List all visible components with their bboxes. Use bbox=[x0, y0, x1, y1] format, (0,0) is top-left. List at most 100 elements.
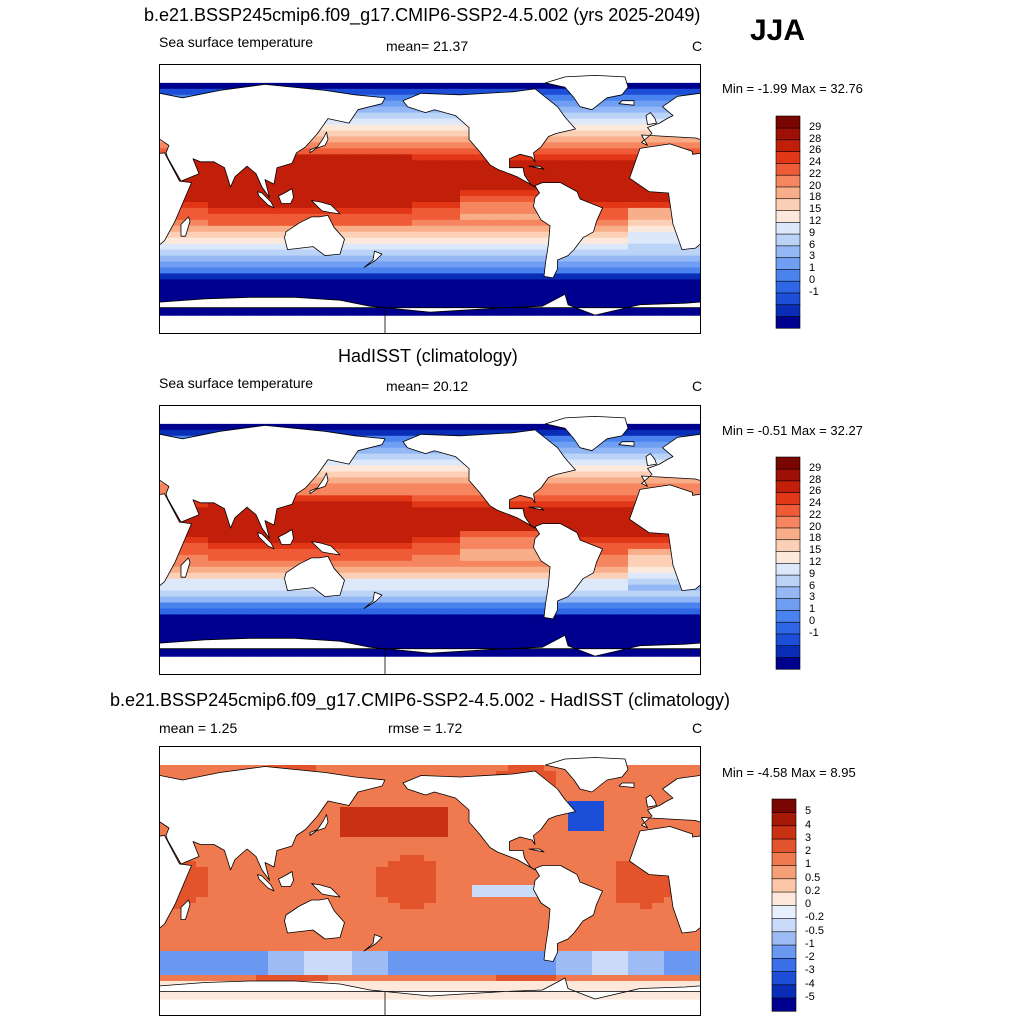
field-cell bbox=[316, 831, 329, 838]
colorbar-tick-label: 22 bbox=[809, 508, 822, 521]
field-cell bbox=[268, 933, 281, 940]
field-cell bbox=[256, 554, 269, 562]
field-cell bbox=[376, 513, 389, 520]
field-cell bbox=[196, 279, 209, 286]
field-cell bbox=[328, 519, 341, 526]
field-cell bbox=[376, 801, 389, 808]
landmass-outline bbox=[160, 425, 386, 539]
field-cell bbox=[688, 590, 700, 598]
field-cell bbox=[628, 124, 641, 132]
field-cell bbox=[412, 82, 425, 90]
field-cell bbox=[376, 644, 389, 651]
field-cell bbox=[220, 921, 233, 928]
field-cell bbox=[256, 219, 269, 227]
field-cell bbox=[580, 255, 593, 263]
field-cell bbox=[628, 112, 641, 120]
field-cell bbox=[256, 650, 269, 657]
field-cell bbox=[484, 201, 497, 209]
field-cell bbox=[244, 243, 257, 251]
field-cell bbox=[268, 921, 281, 928]
field-cell bbox=[316, 172, 329, 179]
field-cell bbox=[652, 596, 665, 604]
colorbar-swatch bbox=[775, 503, 801, 517]
field-cell bbox=[508, 879, 521, 886]
field-cell bbox=[508, 638, 521, 645]
field-cell bbox=[184, 542, 197, 550]
field-cell bbox=[664, 435, 677, 443]
field-cell bbox=[448, 843, 461, 850]
field-cell bbox=[424, 614, 437, 621]
field-cell bbox=[172, 88, 185, 96]
field-cell bbox=[604, 225, 617, 233]
field-cell bbox=[340, 537, 353, 544]
field-cell bbox=[352, 231, 365, 239]
field-cell bbox=[340, 825, 353, 832]
field-cell bbox=[580, 614, 593, 621]
field-cell bbox=[460, 142, 473, 149]
field-cell bbox=[412, 118, 425, 126]
field-cell bbox=[436, 891, 449, 898]
field-cell bbox=[544, 513, 557, 520]
colorbar-tick-label: 26 bbox=[809, 485, 822, 498]
field-cell bbox=[172, 560, 185, 568]
field-cell bbox=[640, 801, 653, 808]
field-cell bbox=[604, 783, 617, 790]
field-cell bbox=[376, 927, 389, 934]
field-cell bbox=[568, 118, 581, 126]
field-cell bbox=[280, 891, 293, 898]
field-cell bbox=[184, 933, 197, 940]
field-cell bbox=[316, 130, 329, 138]
field-cell bbox=[604, 819, 617, 826]
colorbar-tick-label: 0 bbox=[809, 614, 816, 627]
field-cell bbox=[328, 309, 341, 316]
field-cell bbox=[364, 291, 377, 298]
field-cell bbox=[616, 548, 629, 556]
field-cell bbox=[160, 285, 173, 292]
colorbar-swatch bbox=[775, 609, 801, 623]
field-cell bbox=[628, 909, 641, 916]
field-cell bbox=[244, 531, 257, 538]
field-cell bbox=[304, 765, 317, 772]
field-cell bbox=[604, 584, 617, 592]
field-cell bbox=[208, 855, 221, 862]
field-cell bbox=[484, 765, 497, 772]
field-cell bbox=[604, 136, 617, 144]
field-cell bbox=[484, 554, 497, 562]
field-cell bbox=[376, 590, 389, 598]
field-cell bbox=[448, 303, 461, 310]
field-cell bbox=[460, 873, 473, 880]
field-cell bbox=[580, 921, 593, 928]
field-cell bbox=[580, 596, 593, 604]
field-cell bbox=[592, 142, 605, 149]
field-cell bbox=[244, 933, 257, 940]
field-cell bbox=[220, 219, 233, 227]
field-cell bbox=[520, 566, 533, 574]
field-cell bbox=[400, 590, 413, 598]
field-cell bbox=[424, 578, 437, 586]
field-cell bbox=[532, 178, 545, 185]
field-cell bbox=[664, 891, 677, 898]
field-cell bbox=[508, 548, 521, 556]
field-cell bbox=[352, 921, 365, 928]
field-cell bbox=[568, 513, 581, 520]
field-cell bbox=[448, 531, 461, 538]
field-cell bbox=[508, 82, 521, 90]
field-cell bbox=[304, 867, 317, 874]
field-cell bbox=[604, 441, 617, 449]
field-cell bbox=[676, 285, 689, 292]
field-cell bbox=[592, 495, 605, 502]
field-cell bbox=[352, 915, 365, 922]
field-cell bbox=[592, 596, 605, 604]
field-cell bbox=[232, 513, 245, 520]
field-cell bbox=[616, 184, 629, 191]
landmass-outline bbox=[311, 541, 341, 556]
field-cell bbox=[580, 531, 593, 538]
field-cell bbox=[628, 483, 641, 490]
field-cell bbox=[376, 554, 389, 562]
field-cell bbox=[388, 626, 401, 633]
field-cell bbox=[220, 861, 233, 868]
field-cell bbox=[568, 261, 581, 269]
field-cell bbox=[460, 837, 473, 844]
field-cell bbox=[244, 855, 257, 862]
field-cell bbox=[280, 602, 293, 610]
